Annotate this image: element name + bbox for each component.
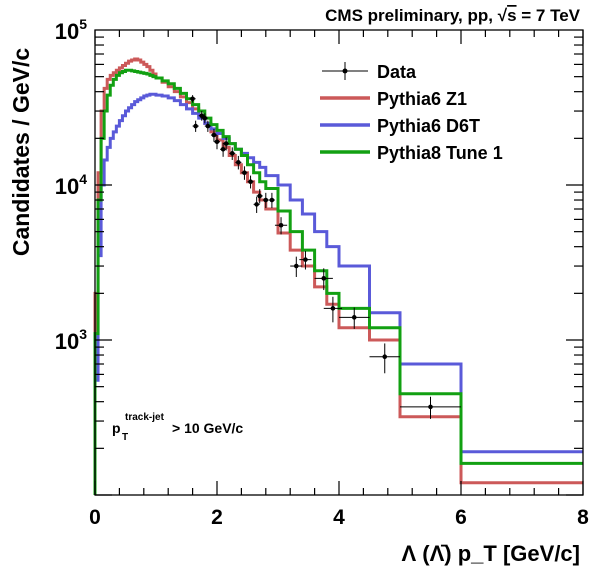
- legend-label: Data: [377, 62, 417, 82]
- legend-label: Pythia6 Z1: [377, 89, 467, 109]
- data-marker: [223, 141, 229, 146]
- annotation-rest: > 10 GeV/c: [172, 420, 243, 436]
- legend-item-pythia6-z1: Pythia6 Z1: [320, 89, 467, 109]
- step-histograms: [93, 57, 583, 495]
- data-point: [262, 192, 269, 209]
- data-marker: [351, 315, 357, 320]
- annotation-sup: track-jet: [125, 412, 165, 423]
- data-point: [213, 135, 221, 150]
- annotation-sub: T: [122, 432, 128, 443]
- x-tick-label: 4: [333, 506, 345, 529]
- y-tick-base: 10: [55, 174, 79, 199]
- y-tick-exponent: 4: [79, 171, 87, 187]
- y-tick-label: 103: [55, 326, 87, 354]
- data-marker: [236, 160, 241, 165]
- data-marker: [263, 197, 269, 203]
- legend-label: Pythia8 Tune 1: [377, 143, 503, 163]
- legend-swatch-marker: [342, 68, 348, 74]
- data-marker: [214, 139, 220, 145]
- data-marker: [382, 354, 388, 360]
- legend: Data Pythia6 Z1 Pythia6 D6T Pythia8 Tune 1: [320, 62, 503, 163]
- data-marker: [220, 146, 226, 152]
- data-marker: [248, 179, 253, 185]
- data-point: [268, 192, 275, 209]
- track-jet-annotation: p T track-jet > 10 GeV/c: [112, 412, 243, 443]
- data-point: [229, 147, 236, 160]
- data-point: [314, 268, 333, 291]
- header-suffix: = 7 TeV: [517, 6, 581, 25]
- data-point: [204, 120, 211, 132]
- data-marker: [211, 132, 217, 138]
- data-point: [223, 137, 230, 151]
- y-tick-label: 105: [55, 16, 87, 44]
- data-point: [299, 251, 312, 270]
- data-point: [369, 343, 400, 374]
- data-point: [339, 307, 370, 329]
- header-prefix: CMS preliminary, pp,: [325, 6, 498, 25]
- y-tick-base: 10: [55, 329, 79, 354]
- data-marker: [242, 170, 247, 176]
- x-tick-label: 2: [211, 506, 223, 529]
- y-tick-base: 10: [55, 19, 79, 44]
- x-tick-label: 8: [577, 506, 589, 529]
- data-point: [290, 256, 303, 277]
- data-point: [210, 128, 217, 142]
- x-tick-label: 6: [455, 506, 467, 529]
- chart-header: CMS preliminary, pp, √s = 7 TeV: [325, 6, 581, 25]
- data-point: [189, 95, 196, 103]
- data-marker: [303, 257, 308, 262]
- data-marker: [321, 276, 327, 281]
- data-point: [235, 155, 242, 170]
- data-marker: [193, 123, 198, 129]
- data-marker: [278, 222, 284, 228]
- x-axis-label: Λ (Λ̄) p_T [GeV/c]: [402, 541, 580, 566]
- legend-label: Pythia6 D6T: [377, 116, 480, 136]
- data-points: [189, 95, 461, 419]
- data-marker: [428, 404, 433, 410]
- x-tick-label: 0: [89, 506, 101, 529]
- data-point: [253, 196, 260, 213]
- data-marker: [257, 193, 263, 199]
- legend-item-pythia6-d6t: Pythia6 D6T: [320, 116, 480, 136]
- histogram-pythia6-d6t: [93, 92, 583, 495]
- data-point: [247, 175, 254, 189]
- data-point: [256, 189, 263, 204]
- y-tick-label: 104: [55, 171, 87, 199]
- sqrt-arg: s: [507, 6, 516, 25]
- data-marker: [202, 115, 208, 121]
- data-marker: [199, 113, 205, 118]
- data-marker: [294, 263, 299, 269]
- data-point: [201, 113, 208, 124]
- data-point: [220, 142, 227, 157]
- histogram-pythia8-tune-1: [93, 68, 583, 495]
- legend-item-pythia8-tune-1: Pythia8 Tune 1: [320, 143, 503, 163]
- y-tick-exponent: 3: [79, 326, 87, 342]
- data-point: [274, 217, 288, 235]
- data-marker: [229, 151, 235, 156]
- data-point: [198, 111, 205, 121]
- y-axis-label: Candidates / GeV/c: [8, 48, 34, 257]
- data-marker: [269, 197, 275, 203]
- x-axis: 0 2 4 6 8: [89, 30, 589, 529]
- data-marker: [205, 123, 211, 129]
- sqrt-symbol: √: [498, 6, 508, 25]
- data-point: [400, 396, 461, 419]
- data-marker: [190, 96, 195, 102]
- data-point: [241, 166, 248, 180]
- annotation-p: p: [112, 420, 121, 436]
- data-marker: [254, 202, 259, 207]
- y-tick-exponent: 5: [79, 16, 87, 32]
- data-point: [192, 120, 199, 132]
- legend-item-data: Data: [322, 62, 417, 82]
- data-marker: [330, 306, 336, 311]
- data-point: [323, 296, 343, 323]
